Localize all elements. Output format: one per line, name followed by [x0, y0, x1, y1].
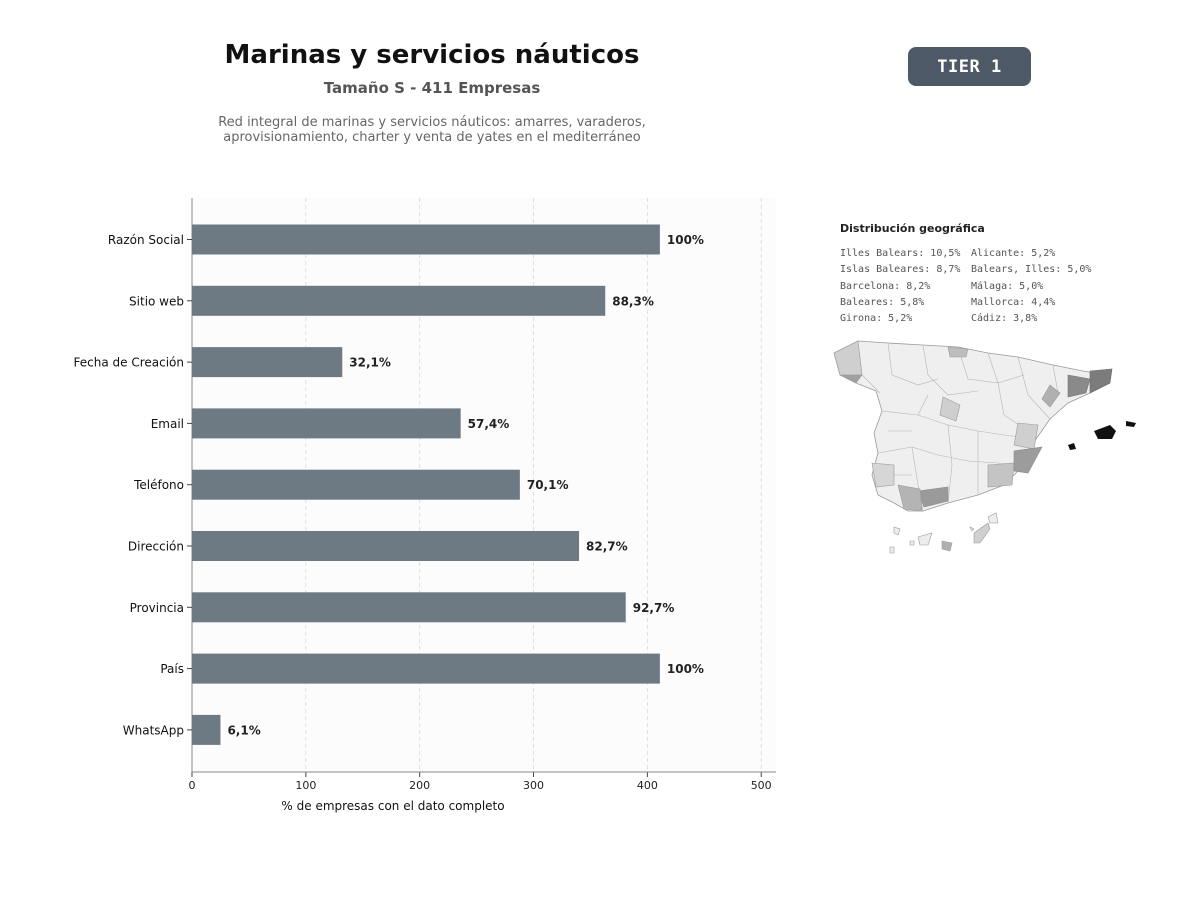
- data-label: 100%: [667, 662, 704, 676]
- geo-entry: Alicante: 5,2%: [971, 248, 1056, 259]
- map-region-madrid: [939, 396, 961, 422]
- map-region-cadiz: [897, 484, 923, 512]
- map-island-mallorca: [1094, 425, 1116, 439]
- geo-entry: Barcelona: 8,2%: [840, 280, 931, 292]
- bar: [192, 531, 580, 561]
- category-label: Provincia: [130, 601, 184, 615]
- bar: [192, 408, 461, 439]
- map-region-cantabria: [947, 346, 969, 358]
- data-label: 88,3%: [612, 294, 654, 308]
- bar: [192, 224, 660, 255]
- geo-entry: Girona: 5,2%: [840, 313, 913, 325]
- category-label: Sitio web: [129, 294, 184, 308]
- bar-chart: 0 100 200 300 400 500 Razón Social 100% Sitio we…: [74, 198, 776, 813]
- map-region-alicante: [1013, 446, 1043, 474]
- category-label: Dirección: [128, 540, 184, 554]
- data-label: 32,1%: [349, 356, 391, 370]
- bar: [192, 285, 606, 316]
- data-label: 70,1%: [527, 478, 569, 492]
- data-label: 82,7%: [586, 540, 628, 554]
- map-region-malaga: [917, 486, 949, 508]
- data-label: 6,1%: [227, 723, 260, 737]
- map-region-pontevedra: [839, 374, 863, 384]
- map-region-barcelona: [1067, 374, 1091, 398]
- x-tick-label: 500: [751, 779, 772, 792]
- map-region-girona: [1089, 368, 1113, 394]
- description-line: aprovisionamiento, charter y venta de ya…: [223, 130, 641, 145]
- data-label: 92,7%: [633, 601, 675, 615]
- bar: [192, 347, 343, 378]
- bar: [192, 469, 520, 500]
- page-title: Marinas y servicios náuticos: [224, 40, 640, 70]
- data-label: 57,4%: [468, 417, 510, 431]
- geo-entry: Cádiz: 3,8%: [971, 313, 1038, 325]
- geo-list-left: Illes Balears: 10,5% Islas Baleares: 8,7…: [840, 246, 960, 327]
- data-label: 100%: [667, 233, 704, 247]
- description-line: Red integral de marinas y servicios náut…: [218, 115, 646, 130]
- x-tick-label: 200: [409, 779, 430, 792]
- spain-map: [833, 340, 1136, 554]
- category-label: País: [160, 662, 184, 676]
- category-label: Fecha de Creación: [74, 356, 184, 370]
- map-island-ibiza: [1068, 443, 1076, 450]
- map-canary-islands: [889, 512, 999, 554]
- map-region-tarragona: [1041, 384, 1061, 408]
- geo-entry: Baleares: 5,8%: [840, 296, 925, 308]
- category-label: Teléfono: [133, 478, 184, 492]
- category-label: Email: [151, 417, 184, 431]
- geo-distribution-title: Distribución geográfica: [840, 222, 985, 235]
- x-axis-title: % de empresas con el dato completo: [281, 799, 504, 813]
- category-label: Razón Social: [108, 233, 184, 247]
- geo-entry: Balears, Illes: 5,0%: [971, 264, 1092, 276]
- geo-entry: Mallorca: 4,4%: [971, 296, 1056, 308]
- tier-badge: TIER 1: [908, 47, 1031, 86]
- geo-entry: Islas Baleares: 8,7%: [840, 264, 961, 276]
- x-tick-label: 300: [523, 779, 544, 792]
- x-tick-label: 0: [189, 779, 196, 792]
- map-region-huelva: [871, 462, 895, 488]
- x-tick-label: 400: [637, 779, 658, 792]
- geo-entry: Málaga: 5,0%: [971, 280, 1044, 292]
- map-region-valencia: [1013, 422, 1039, 450]
- bar: [192, 592, 626, 623]
- bar: [192, 653, 660, 684]
- map-mainland: [833, 340, 1111, 512]
- geo-list-right: Alicante: 5,2% Balears, Illes: 5,0% Mála…: [971, 246, 1091, 327]
- category-label: WhatsApp: [123, 723, 184, 737]
- page-subtitle: Tamaño S - 411 Empresas: [323, 79, 541, 97]
- geo-entry: Illes Balears: 10,5%: [840, 248, 961, 259]
- map-island-menorca: [1126, 421, 1136, 427]
- bar: [192, 714, 221, 745]
- x-tick-label: 100: [295, 779, 316, 792]
- map-region-murcia: [987, 462, 1015, 488]
- description: Red integral de marinas y servicios náut…: [182, 115, 682, 145]
